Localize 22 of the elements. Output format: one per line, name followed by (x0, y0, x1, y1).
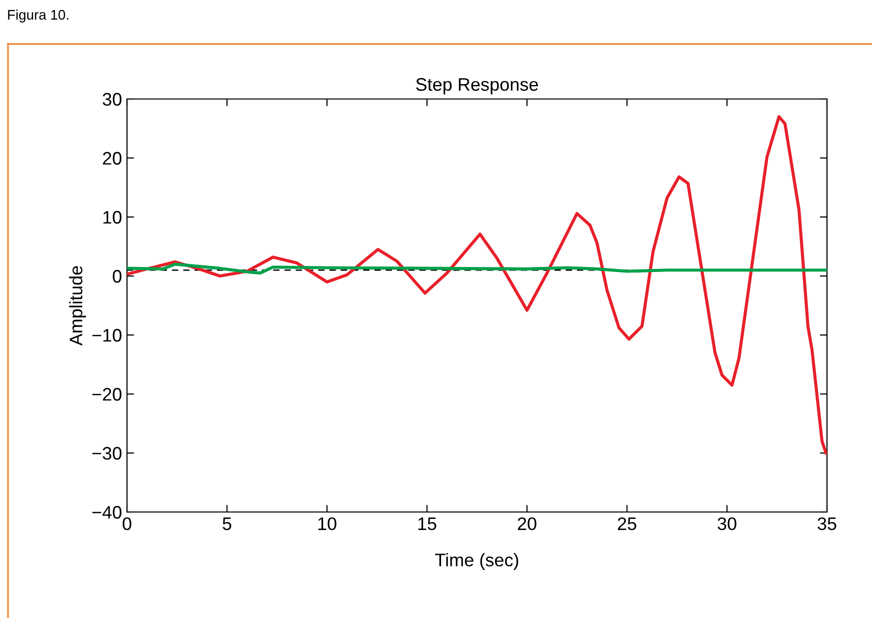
line-series (127, 115, 827, 455)
y-tick-label: 20 (102, 152, 122, 165)
y-tick-label: 0 (112, 270, 122, 283)
y-tick-label: −10 (92, 328, 122, 342)
x-tick-label: 20 (518, 517, 536, 530)
chart-title: Step Response (416, 78, 538, 94)
line-series (127, 262, 827, 275)
x-tick-label: 15 (418, 518, 436, 530)
text: Figura 10. (8, 10, 68, 22)
y-tick-label: −40 (92, 506, 122, 519)
y-tick-label: −30 (92, 446, 122, 460)
x-tick-label: 0 (122, 517, 132, 530)
y-tick-label: −20 (92, 388, 122, 401)
x-tick-label: 5 (222, 518, 232, 530)
y-axis-title: Amplitude (69, 266, 86, 346)
x-tick-label: 10 (318, 517, 336, 530)
y-tick-label: 30 (102, 92, 122, 106)
x-tick-label: 30 (718, 517, 736, 530)
x-axis-title: Time (sec) (435, 553, 518, 570)
x-tick-label: 35 (818, 517, 836, 530)
x-tick-label: 25 (618, 517, 636, 530)
y-tick-label: 10 (103, 210, 122, 224)
